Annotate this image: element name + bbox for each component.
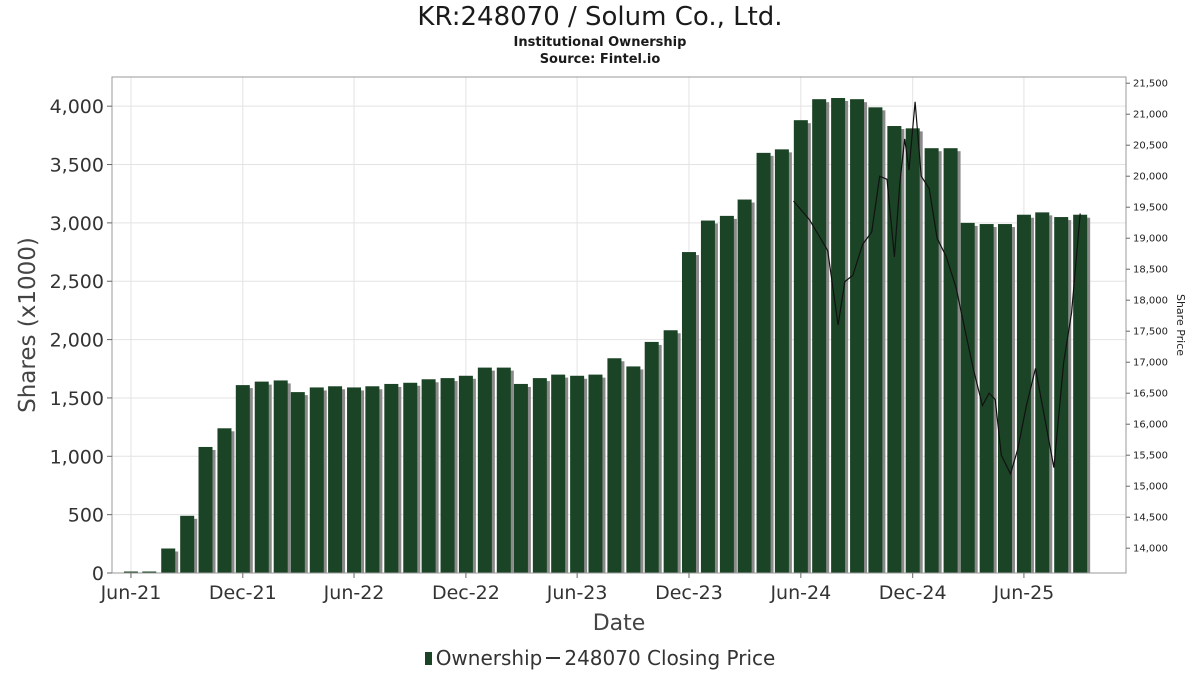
y2-tick-label: 14,500 (1133, 513, 1168, 524)
y2-tick-label: 20,500 (1133, 141, 1168, 152)
ownership-chart: 0 500 1,000 1,500 2,000 2,500 3,000 3,500 4,000 1… (15, 76, 1187, 636)
ownership-bar (1073, 214, 1088, 573)
price-line (793, 101, 1081, 476)
price-legend-swatch (546, 657, 561, 659)
y-tick-label: 3,500 (50, 155, 104, 177)
x-tick-label: Jun-25 (993, 582, 1055, 604)
ownership-bar (161, 548, 176, 573)
ownership-bar (719, 215, 734, 573)
y-tick-label: 4,000 (50, 96, 104, 118)
ownership-legend-label: Ownership (435, 646, 543, 670)
ownership-bar (997, 224, 1012, 573)
x-tick-label: Dec-22 (432, 582, 500, 604)
ownership-bar (532, 378, 547, 573)
ownership-bar (905, 128, 920, 573)
ownership-bar (458, 375, 473, 573)
y2-tick-label: 14,000 (1133, 544, 1168, 555)
ownership-bar (831, 98, 846, 574)
chart-title: KR:248070 / Solum Co., Ltd. (417, 2, 783, 32)
ownership-bar (681, 252, 696, 573)
ownership-bar (663, 330, 678, 573)
ownership-bar (774, 149, 789, 573)
ownership-bar (421, 379, 436, 573)
ownership-bar (887, 126, 902, 573)
y-axis-label: Shares (x1000) (15, 237, 41, 413)
chart-source: Source: Fintel.io (539, 52, 661, 67)
y2-axis-label: Share Price (1174, 294, 1187, 356)
ownership-bar (960, 222, 975, 573)
ownership-bar (626, 366, 641, 573)
chart-subtitle: Institutional Ownership (513, 35, 687, 50)
x-axis-label: Date (593, 611, 646, 636)
x-tick-label: Jun-22 (323, 582, 385, 604)
ownership-bar (737, 199, 752, 573)
ownership-bar (290, 392, 305, 573)
ownership-legend-swatch (424, 652, 432, 665)
ownership-bar (235, 385, 250, 573)
ownership-bar (254, 381, 269, 573)
ownership-bar (180, 515, 195, 573)
ownership-bar (924, 148, 939, 573)
ownership-bar (607, 358, 622, 573)
ownership-bar (551, 374, 566, 573)
x-tick-label: Jun-21 (100, 582, 162, 604)
y2-tick-label: 15,500 (1133, 451, 1168, 462)
ownership-bar (217, 428, 232, 573)
ownership-bar (812, 99, 827, 573)
ownership-bar (570, 375, 585, 573)
ownership-bar (365, 386, 380, 573)
y-tick-label: 1,000 (50, 446, 104, 468)
ownership-bar (328, 386, 343, 573)
ownership-bar (477, 367, 492, 573)
y2-tick-label: 16,500 (1133, 389, 1168, 400)
ownership-bar (273, 380, 288, 573)
y2-tick-label: 16,000 (1133, 420, 1168, 431)
y-tick-label: 1,500 (50, 388, 104, 410)
y-tick-label: 3,000 (50, 213, 104, 235)
x-tick-label: Dec-21 (209, 582, 277, 604)
ownership-bar (384, 383, 399, 573)
ownership-bar (850, 99, 865, 573)
y-tick-label: 0 (92, 563, 104, 585)
ownership-bar (868, 107, 883, 573)
y2-tick-label: 21,500 (1133, 79, 1168, 90)
y2-tick-label: 21,000 (1133, 110, 1168, 121)
y2-tick-label: 20,000 (1133, 172, 1168, 183)
ownership-bar (588, 374, 603, 573)
y2-tick-label: 19,500 (1133, 203, 1168, 214)
ownership-bar (1016, 214, 1031, 573)
ownership-bar (347, 387, 362, 573)
ownership-bar (403, 382, 418, 573)
ownership-bar (644, 341, 659, 573)
ownership-bar (440, 378, 455, 573)
y-tick-label: 2,500 (50, 271, 104, 293)
ownership-bar (309, 387, 324, 573)
x-tick-label: Dec-23 (655, 582, 723, 604)
y2-tick-label: 18,500 (1133, 265, 1168, 276)
ownership-bar (198, 446, 213, 573)
y-tick-label: 2,000 (50, 330, 104, 352)
ownership-bar (943, 148, 958, 573)
ownership-bar (700, 220, 715, 574)
x-tick-label: Jun-24 (769, 582, 831, 604)
y2-tick-label: 17,000 (1133, 358, 1168, 369)
ownership-bar (1035, 212, 1050, 573)
y2-tick-label: 17,500 (1133, 327, 1168, 338)
plot-border (111, 76, 1127, 574)
ownership-bar (496, 367, 511, 573)
y-tick-label: 500 (68, 505, 104, 527)
y2-tick-label: 18,000 (1133, 296, 1168, 307)
ownership-bar (793, 120, 808, 573)
x-tick-label: Jun-23 (546, 582, 608, 604)
chart-legend: Ownership 248070 Closing Price (0, 646, 1200, 670)
x-tick-label: Dec-24 (879, 582, 947, 604)
price-legend-label: 248070 Closing Price (564, 646, 776, 670)
y2-tick-label: 19,000 (1133, 234, 1168, 245)
y2-tick-label: 15,000 (1133, 482, 1168, 493)
ownership-bar (756, 152, 771, 573)
ownership-bar (513, 383, 528, 573)
